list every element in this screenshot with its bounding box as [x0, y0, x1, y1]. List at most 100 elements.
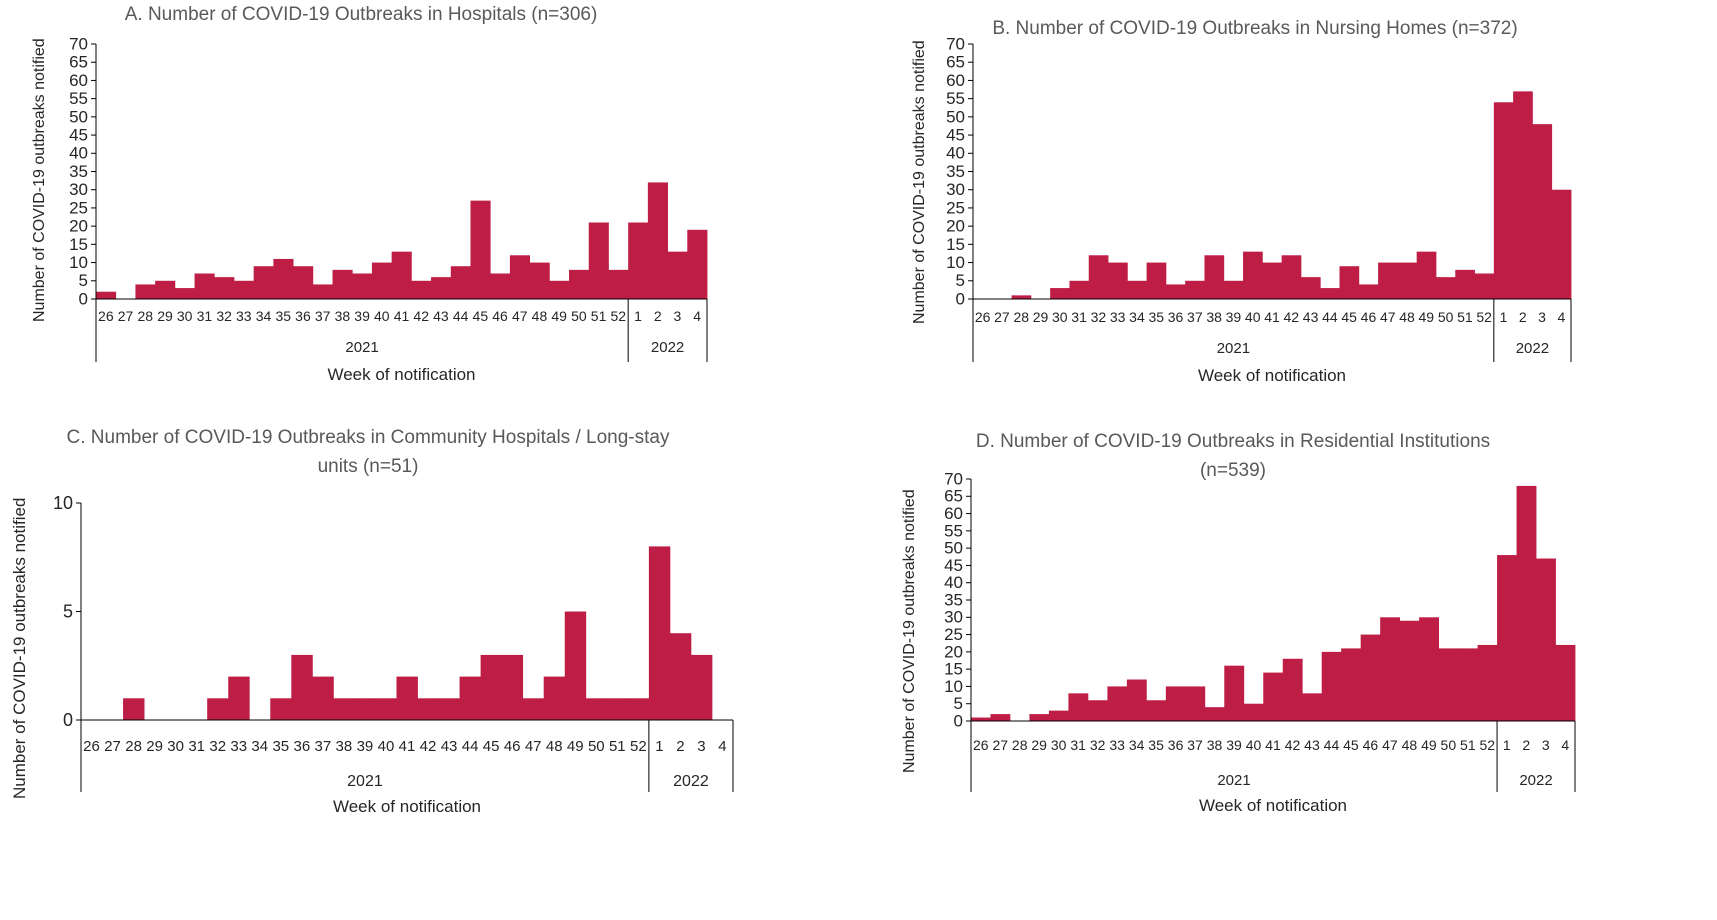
x-tick-label: 48 [546, 738, 563, 755]
group-label: 2022 [651, 339, 684, 356]
x-tick-label: 33 [1109, 737, 1125, 753]
x-tick-label: 52 [630, 738, 647, 755]
bar [333, 698, 355, 720]
y-tick-label: 35 [946, 162, 965, 181]
bar [1107, 686, 1128, 721]
x-tick-label: 50 [588, 738, 605, 755]
bar [1069, 280, 1090, 299]
x-tick-label: 41 [399, 738, 416, 755]
x-tick-label: 49 [1419, 309, 1435, 325]
chart-title: B. Number of COVID-19 Outbreaks in Nursi… [992, 18, 1518, 39]
x-tick-label: 29 [1033, 309, 1049, 325]
x-tick-label: 31 [1071, 309, 1087, 325]
x-tick-label: 44 [462, 738, 479, 755]
y-tick-label: 15 [946, 235, 965, 254]
bar [1302, 693, 1323, 721]
x-tick-label: 37 [1187, 309, 1203, 325]
x-tick-label: 28 [137, 308, 153, 324]
x-tick-label: 43 [441, 738, 458, 755]
group-label: 2021 [1217, 340, 1250, 357]
x-tick-label: 43 [1303, 309, 1319, 325]
bar [509, 255, 531, 299]
y-tick-label: 45 [69, 125, 88, 144]
x-tick-label: 46 [504, 738, 521, 755]
x-tick-label: 44 [453, 308, 469, 324]
bar [1243, 251, 1263, 299]
x-tick-label: 47 [525, 738, 542, 755]
bar [1088, 255, 1109, 299]
x-tick-label: 28 [125, 738, 142, 755]
bar [628, 222, 649, 299]
bar [312, 284, 333, 299]
group-label: 2022 [1519, 772, 1552, 789]
bar [606, 698, 629, 720]
x-tick-label: 39 [1226, 737, 1242, 753]
bar [1474, 273, 1495, 299]
y-tick-label: 20 [69, 217, 88, 236]
x-tick-label: 4 [693, 308, 701, 324]
x-tick-label: 44 [1324, 737, 1340, 753]
bar [1321, 651, 1342, 721]
x-tick-label: 38 [335, 308, 351, 324]
bar [627, 698, 650, 720]
x-tick-label: 26 [98, 308, 114, 324]
y-tick-label: 10 [946, 253, 965, 272]
y-tick-label: 30 [69, 180, 88, 199]
x-tick-label: 27 [994, 309, 1010, 325]
y-tick-label: 65 [946, 53, 965, 72]
y-tick-label: 10 [53, 493, 73, 513]
bar [648, 546, 671, 720]
bar [690, 654, 713, 720]
y-tick-label: 5 [63, 601, 73, 621]
bar [207, 698, 229, 720]
x-tick-label: 37 [315, 308, 331, 324]
bar [549, 280, 570, 299]
x-tick-label: 51 [609, 738, 626, 755]
x-tick-label: 34 [1129, 737, 1145, 753]
x-tick-label: 4 [1561, 737, 1569, 753]
x-tick-label: 47 [1380, 309, 1396, 325]
x-tick-label: 40 [374, 308, 390, 324]
x-tick-label: 4 [718, 738, 726, 755]
x-tick-label: 43 [433, 308, 449, 324]
bar [687, 229, 708, 299]
x-tick-label: 46 [492, 308, 508, 324]
x-tick-label: 35 [1148, 309, 1164, 325]
x-tick-label: 2 [1519, 309, 1527, 325]
x-tick-label: 39 [354, 308, 370, 324]
bar [450, 266, 471, 299]
x-tick-label: 28 [1013, 309, 1029, 325]
bar [480, 654, 503, 720]
y-tick-label: 5 [79, 271, 88, 290]
group-label: 2021 [1217, 772, 1250, 789]
x-tick-label: 35 [275, 308, 291, 324]
bar [971, 717, 991, 721]
y-tick-label: 55 [946, 89, 965, 108]
x-tick-label: 33 [236, 308, 252, 324]
x-tick-label: 52 [1476, 309, 1492, 325]
group-label: 2022 [673, 773, 709, 790]
bar [1204, 707, 1225, 721]
x-tick-label: 32 [1091, 309, 1107, 325]
x-tick-label: 41 [1264, 309, 1280, 325]
bar [1282, 658, 1303, 721]
bar [569, 269, 590, 299]
y-tick-label: 70 [69, 34, 88, 53]
bar [470, 200, 491, 299]
x-tick-label: 42 [1285, 737, 1301, 753]
bar [501, 654, 524, 720]
x-tick-label: 29 [157, 308, 173, 324]
x-tick-label: 31 [197, 308, 213, 324]
y-tick-label: 30 [946, 180, 965, 199]
x-tick-label: 27 [118, 308, 134, 324]
bar [411, 280, 432, 299]
x-tick-label: 29 [1031, 737, 1047, 753]
x-tick-label: 36 [293, 738, 310, 755]
x-tick-label: 4 [1557, 309, 1565, 325]
chart-title: D. Number of COVID-19 Outbreaks in Resid… [975, 431, 1491, 481]
x-tick-label: 48 [1402, 737, 1418, 753]
x-tick-label: 27 [104, 738, 121, 755]
x-tick-label: 50 [571, 308, 587, 324]
bar [667, 251, 688, 299]
y-tick-label: 45 [944, 556, 963, 575]
